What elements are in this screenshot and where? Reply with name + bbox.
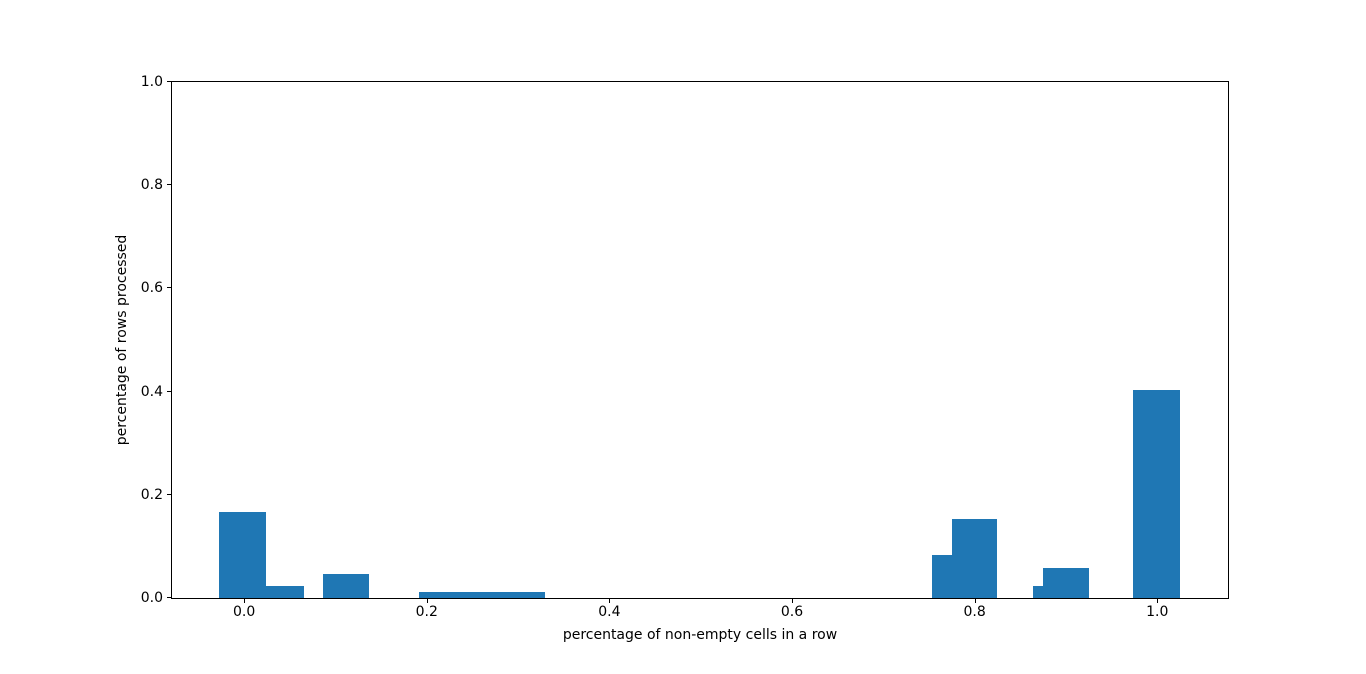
x-tick-mark xyxy=(974,599,976,603)
y-tick-mark xyxy=(167,81,171,82)
x-tick-mark xyxy=(609,599,611,603)
y-tick-label: 0.6 xyxy=(140,280,163,297)
y-tick-label: 0.0 xyxy=(140,590,163,606)
histogram-bar xyxy=(418,591,545,598)
x-tick-mark xyxy=(791,599,793,603)
y-tick-mark xyxy=(167,597,171,598)
histogram-bar xyxy=(951,519,997,598)
histogram-bar xyxy=(1043,568,1089,598)
y-tick-mark xyxy=(167,287,171,289)
y-tick-mark xyxy=(167,493,171,495)
x-tick-mark xyxy=(244,599,246,603)
x-tick-label: 0.2 xyxy=(415,604,438,620)
histogram-bar xyxy=(931,555,952,598)
x-tick-label: 0.4 xyxy=(598,604,621,620)
histogram-bar xyxy=(1033,586,1044,598)
x-tick-label: 0.6 xyxy=(780,604,804,620)
plot-area: 0.0 0.2 0.4 0.6 0.8 1.0 0.0 0.2 0.4 0.6 0.8 1.0 xyxy=(141,75,1229,619)
y-axis-label: percentage of rows processed xyxy=(114,234,130,446)
histogram-bar xyxy=(322,573,370,598)
x-tick-label: 0.0 xyxy=(232,604,256,620)
x-tick-label: 0.8 xyxy=(963,604,986,620)
x-tick-mark xyxy=(1157,599,1159,603)
histogram-bar xyxy=(266,585,305,598)
y-tick-label: 1.0 xyxy=(140,74,163,90)
x-tick-label: 1.0 xyxy=(1146,604,1169,620)
y-tick-mark xyxy=(167,390,171,392)
y-tick-label: 0.8 xyxy=(140,177,163,194)
histogram-bar xyxy=(1133,389,1181,598)
histogram-bar xyxy=(219,511,267,598)
y-tick-label: 0.2 xyxy=(140,486,163,503)
x-axis-label: percentage of non-empty cells in a row xyxy=(562,627,838,643)
y-tick-mark xyxy=(167,184,171,186)
y-tick-label: 0.4 xyxy=(140,383,163,400)
x-tick-mark xyxy=(426,599,428,603)
